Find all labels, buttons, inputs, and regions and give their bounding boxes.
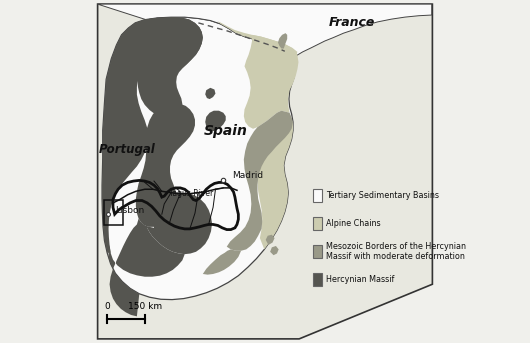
Text: Mesozoic Borders of the Hercynian
Massif with moderate deformation: Mesozoic Borders of the Hercynian Massif… (326, 242, 466, 261)
Bar (104, 200, 122, 225)
Polygon shape (227, 111, 293, 251)
Polygon shape (217, 21, 297, 58)
Text: 0: 0 (104, 302, 110, 311)
Polygon shape (137, 193, 212, 254)
Polygon shape (109, 223, 185, 316)
Polygon shape (278, 33, 287, 48)
Text: Tagus River: Tagus River (170, 189, 214, 198)
Polygon shape (102, 17, 203, 253)
Text: Spain: Spain (204, 123, 248, 138)
Bar (313, 273, 322, 286)
Text: Tertiary Sedimentary Basins: Tertiary Sedimentary Basins (326, 191, 439, 200)
Polygon shape (270, 246, 279, 255)
Polygon shape (258, 121, 293, 249)
Text: Hercynian Massif: Hercynian Massif (326, 275, 394, 284)
Polygon shape (160, 17, 203, 72)
Polygon shape (102, 17, 295, 299)
Polygon shape (121, 18, 162, 48)
Bar (313, 217, 322, 230)
Bar (313, 245, 322, 258)
Text: Portugal: Portugal (98, 143, 155, 156)
Polygon shape (205, 111, 226, 131)
Text: France: France (329, 16, 375, 29)
Polygon shape (98, 4, 432, 339)
Polygon shape (98, 4, 432, 58)
Polygon shape (266, 235, 275, 245)
Polygon shape (136, 103, 195, 227)
Bar (313, 189, 322, 202)
Polygon shape (205, 88, 216, 99)
Text: Lisbon: Lisbon (116, 206, 145, 215)
Polygon shape (203, 249, 241, 275)
Polygon shape (244, 35, 298, 129)
Text: Alpine Chains: Alpine Chains (326, 219, 381, 228)
Text: Madrid: Madrid (232, 172, 263, 180)
Text: 150 km: 150 km (128, 302, 162, 311)
